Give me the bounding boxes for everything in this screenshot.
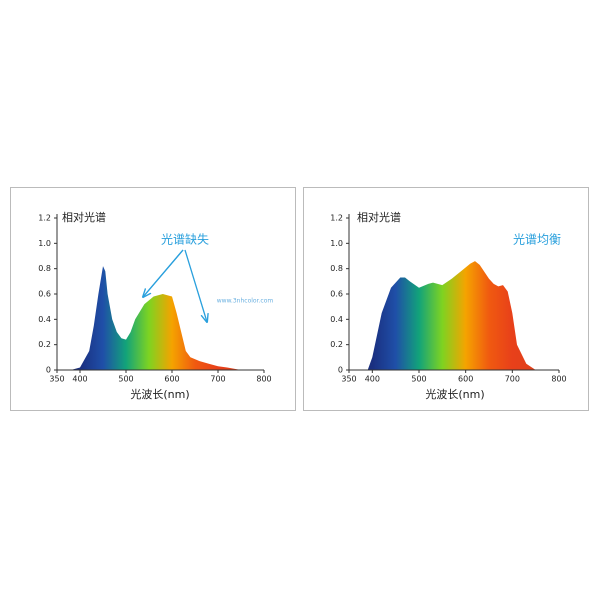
- y-tick-label: 0: [338, 366, 343, 375]
- y-tick-label: 1.2: [330, 214, 343, 223]
- y-tick-label: 0.8: [330, 264, 343, 273]
- y-tick-label: 1.0: [38, 239, 51, 248]
- x-axis-label: 光波长(nm): [425, 387, 484, 401]
- y-tick-label: 0.2: [38, 340, 51, 349]
- x-tick-label: 600: [164, 375, 179, 384]
- x-tick-label: 400: [365, 375, 380, 384]
- x-tick-label: 400: [72, 375, 87, 384]
- annotation: 光谱均衡: [513, 233, 561, 247]
- y-tick-label: 0.6: [38, 290, 51, 299]
- x-tick-label: 800: [551, 375, 566, 384]
- y-tick-label: 0.8: [38, 264, 51, 273]
- x-tick-label: 600: [458, 375, 473, 384]
- x-tick-label: 500: [411, 375, 426, 384]
- y-tick-label: 1.2: [38, 214, 51, 223]
- x-tick-label: 700: [505, 375, 520, 384]
- annotation: 光谱缺失: [161, 232, 209, 247]
- x-tick-label: 500: [118, 375, 133, 384]
- spectrum-area: [367, 261, 536, 370]
- y-tick-label: 0.4: [38, 315, 51, 324]
- y-tick-label: 0.4: [330, 315, 343, 324]
- x-tick-label: 700: [210, 375, 225, 384]
- x-axis-label: 光波长(nm): [130, 387, 189, 401]
- y-tick-label: 0.6: [330, 290, 343, 299]
- x-tick-label: 350: [49, 375, 64, 384]
- annotation-arrow: [143, 249, 184, 297]
- axis-title: 相对光谱: [357, 210, 401, 224]
- y-tick-label: 1.0: [330, 239, 343, 248]
- y-tick-label: 0.2: [330, 340, 343, 349]
- x-tick-label: 800: [256, 375, 271, 384]
- axis-title: 相对光谱: [62, 210, 106, 224]
- watermark: www.3nhcolor.com: [217, 298, 274, 305]
- x-tick-label: 350: [341, 375, 356, 384]
- y-tick-label: 0: [46, 366, 51, 375]
- spectrum-area: [70, 266, 241, 370]
